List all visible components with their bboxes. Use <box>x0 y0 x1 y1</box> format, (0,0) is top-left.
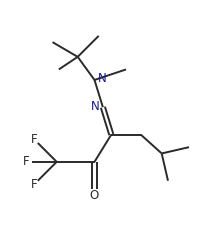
Text: O: O <box>90 189 99 202</box>
Text: N: N <box>91 100 100 113</box>
Text: F: F <box>23 155 30 168</box>
Text: F: F <box>31 133 37 146</box>
Text: F: F <box>31 178 37 191</box>
Text: N: N <box>98 72 107 86</box>
